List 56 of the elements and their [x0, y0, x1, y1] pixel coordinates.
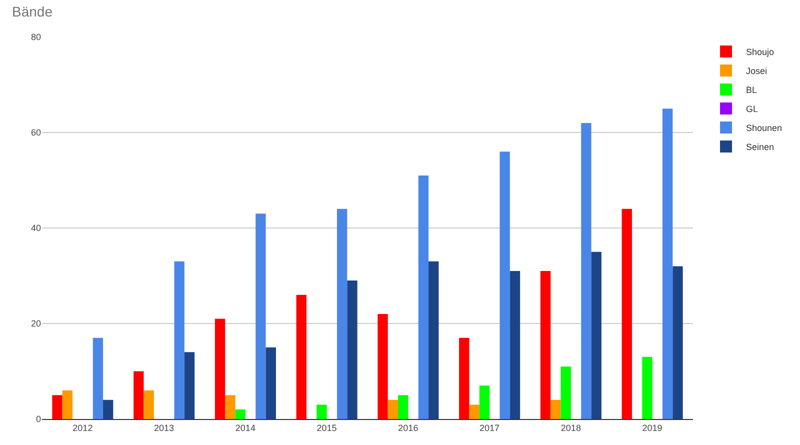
bar: [62, 390, 73, 419]
bar: [144, 390, 154, 419]
bar: [336, 208, 348, 419]
bar: [591, 252, 602, 419]
bar: [184, 352, 195, 419]
bar: [510, 270, 520, 419]
bar: [500, 152, 510, 419]
bar: [642, 356, 652, 419]
bar: [235, 409, 246, 419]
y-tick-label: 0: [36, 414, 41, 424]
bar: [560, 366, 571, 419]
legend-label: BL: [746, 85, 758, 96]
bar: [316, 404, 327, 419]
bar: [622, 208, 632, 419]
y-tick-label: 60: [30, 128, 41, 138]
bar: [296, 294, 306, 419]
legend-label: GL: [746, 104, 758, 114]
x-tick-label: 2019: [642, 422, 662, 433]
bar: [214, 318, 226, 419]
x-tick-label: 2018: [560, 422, 581, 433]
bar: [459, 338, 470, 419]
bar: [92, 338, 104, 419]
bar: [256, 214, 266, 419]
bar: [174, 261, 184, 419]
bar: [378, 314, 388, 419]
bar: [225, 395, 236, 419]
x-tick-label: 2013: [154, 422, 174, 433]
legend-label: Shoujo: [746, 47, 774, 58]
bar: [388, 400, 398, 419]
legend-label: Josei: [746, 66, 768, 76]
y-tick-label: 40: [30, 223, 41, 234]
bar: [581, 122, 592, 419]
bar: [469, 404, 480, 419]
bar: [134, 371, 144, 419]
y-tick-label: 20: [30, 318, 41, 329]
bar: [540, 270, 551, 419]
legend-label: Shounen: [746, 123, 782, 134]
bar: [479, 386, 490, 419]
bar: [103, 400, 114, 419]
x-tick-label: 2017: [480, 422, 500, 433]
bar: [550, 400, 561, 419]
bar: [347, 280, 358, 419]
bar: [398, 395, 408, 419]
bar: [52, 395, 62, 419]
x-tick-label: 2012: [72, 422, 93, 433]
bar: [672, 266, 683, 419]
legend-label: Seinen: [746, 142, 774, 152]
bar: [266, 347, 276, 419]
x-tick-label: 2015: [316, 422, 337, 433]
bar: [428, 261, 439, 419]
x-tick-label: 2016: [398, 422, 418, 433]
x-tick-label: 2014: [235, 422, 256, 433]
bar: [662, 108, 673, 419]
chart-title: Bände: [12, 3, 53, 20]
bar: [418, 175, 429, 419]
y-tick-label: 80: [30, 32, 41, 42]
